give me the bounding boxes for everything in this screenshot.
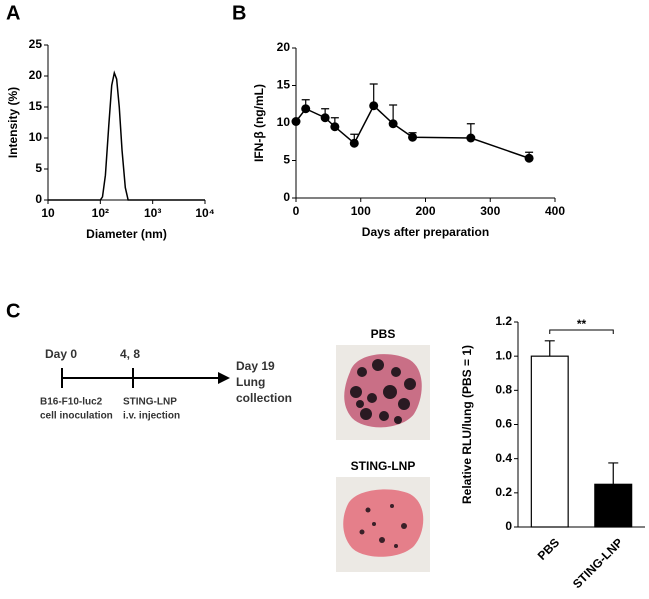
y-tick-label: 25 [29,37,43,51]
bar [594,483,633,528]
x-tick-label: 10⁴ [195,206,214,220]
error-bar [544,340,555,357]
line [48,70,205,201]
y-axis-label: Relative RLU/lung (PBS = 1) [460,345,474,504]
photo-label: STING-LNP [351,459,416,473]
photos: PBS STING-LNP [336,327,430,572]
x-tick-label: 10² [92,206,109,220]
timeline-label: collection [236,391,292,405]
timeline-label: B16-F10-luc2 [40,397,103,408]
x-tick-label: STING-LNP [570,535,626,591]
x-tick-label: 0 [293,204,300,218]
y-tick-label: 0 [283,190,290,204]
x-tick-label: 300 [480,204,500,218]
line [295,104,530,159]
y-tick-label: 1.0 [495,348,512,362]
timeline-label: cell inoculation [40,411,113,422]
marker [466,133,476,143]
y-tick-label: 0.6 [495,417,512,431]
lung-spots [359,504,407,548]
marker [524,153,534,163]
marker [291,117,301,126]
y-tick-label: 20 [29,68,43,82]
y-tick-label: 15 [29,99,43,113]
x-axis-label: Days after preparation [362,225,489,239]
y-tick-label: 10 [277,115,291,129]
marker [408,132,418,142]
bar [530,355,569,528]
y-tick-label: 5 [35,161,42,175]
timeline: Day 0 4, 8 Day 19 Lung collection B16-F1… [40,347,292,421]
marker [320,113,330,123]
x-axis-label: Diameter (nm) [86,227,167,241]
y-tick-label: 0 [505,519,512,533]
x-tick-label: 400 [545,204,565,218]
y-tick-label: 15 [277,78,291,92]
timeline-label: i.v. injection [123,411,180,422]
y-tick-label: 5 [283,153,290,167]
x-tick-label: PBS [535,535,562,562]
panel-label: A [6,2,20,24]
y-tick-label: 0.8 [495,383,512,397]
y-axis-label: Intensity (%) [6,87,20,158]
y-tick-label: 0 [35,192,42,206]
y-tick-label: 0.4 [495,451,512,465]
photo-label: PBS [371,327,396,341]
y-tick-label: 1.2 [495,314,512,328]
y-tick-label: 20 [277,40,291,54]
lung [343,489,424,557]
x-tick-label: 200 [415,204,435,218]
marker [301,104,311,114]
timeline-label: Day 19 [236,359,275,373]
significance-label: ** [577,317,587,331]
y-axis-label: IFN-β (ng/mL) [252,84,266,162]
marker [369,101,379,111]
timeline-label: 4, 8 [120,347,140,361]
marker [349,138,359,148]
x-tick-label: 10³ [144,206,161,220]
x-tick-label: 10 [41,206,55,220]
panel-label: B [232,2,246,24]
timeline-label: Lung [236,375,265,389]
y-tick-label: 0.2 [495,485,512,499]
panel-label: C [6,300,20,322]
lung-spots [350,359,416,424]
timeline-label: STING-LNP [123,397,177,408]
marker [388,119,398,129]
arrow-head [218,372,230,384]
x-tick-label: 100 [351,204,371,218]
marker [330,122,340,132]
significance-bracket [549,329,614,334]
error-bar [608,462,619,485]
timeline-label: Day 0 [45,347,77,361]
y-tick-label: 10 [29,130,43,144]
